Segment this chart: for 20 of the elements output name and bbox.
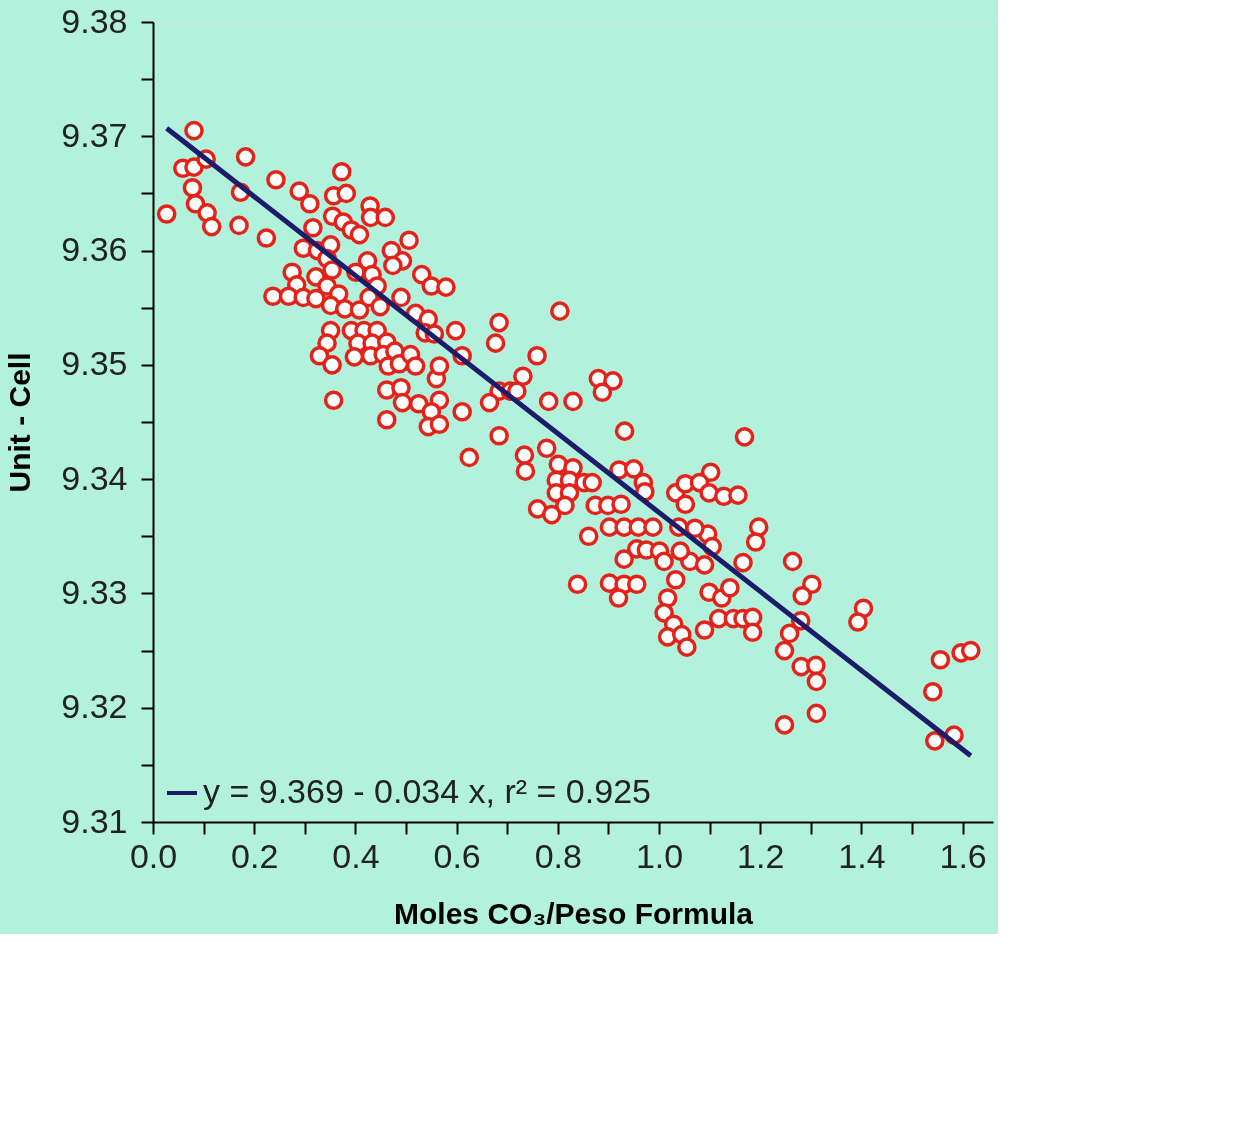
x-tick-label: 0.4: [332, 836, 380, 875]
y-tick-label: 9.31: [61, 801, 128, 840]
x-tick-label: 1.0: [635, 836, 684, 875]
y-tick-label: 9.36: [61, 230, 128, 269]
y-tick-label: 9.34: [61, 458, 128, 497]
y-tick-label: 9.32: [61, 687, 128, 726]
y-tick-label: 9.37: [61, 115, 128, 154]
x-axis-title: Moles CO₃/Peso Formula: [394, 896, 754, 930]
x-tick-label: 0.0: [129, 836, 178, 875]
x-tick-label: 1.2: [737, 836, 785, 875]
legend-label: y = 9.369 - 0.034 x, r² = 0.925: [203, 772, 651, 810]
y-axis-title: Unit - Cell: [3, 352, 37, 493]
x-tick-label: 0.8: [534, 836, 582, 875]
x-tick-label: 1.6: [939, 836, 987, 875]
x-tick-label: 0.2: [231, 836, 279, 875]
y-tick-label: 9.35: [61, 344, 128, 383]
x-tick-label: 0.6: [433, 836, 481, 875]
y-tick-label: 9.38: [61, 1, 128, 40]
y-tick-label: 9.33: [61, 572, 128, 611]
x-tick-label: 1.4: [838, 836, 886, 875]
